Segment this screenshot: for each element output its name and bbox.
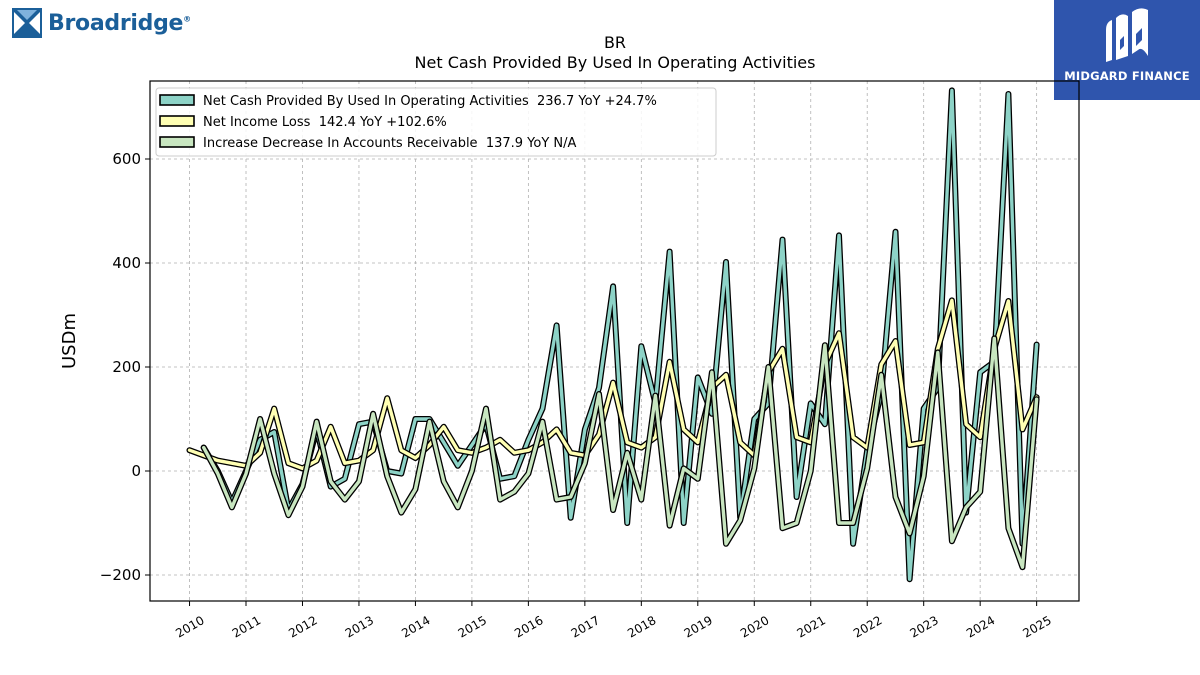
x-tick-label: 2025	[1020, 613, 1053, 640]
series-3	[200, 335, 1040, 571]
chart-subtitle: Net Cash Provided By Used In Operating A…	[415, 53, 816, 72]
series-line	[201, 336, 1039, 569]
chart-title: BR	[604, 33, 626, 52]
y-axis: −200 0 200 400 600	[100, 150, 150, 584]
x-tick-label: 2013	[343, 613, 376, 640]
x-tick-label: 2015	[456, 613, 489, 640]
y-tick-label: −200	[100, 566, 141, 584]
x-axis: 2010 2011 2012 2013 2014 2015 2016 2017 2018 2019…	[173, 601, 1054, 641]
plot-series	[186, 87, 1040, 583]
y-tick-label: 0	[131, 462, 141, 480]
series-1	[200, 87, 1040, 583]
legend-label: Net Cash Provided By Used In Operating A…	[203, 94, 657, 109]
broadridge-logo: Broadridge®	[12, 6, 191, 40]
y-tick-label: 400	[112, 254, 141, 272]
series-line-outline	[200, 87, 1040, 583]
midgard-m-icon	[1106, 8, 1148, 62]
x-tick-label: 2021	[795, 613, 828, 640]
series-line	[201, 88, 1039, 581]
y-tick-label: 200	[112, 358, 141, 376]
plot-frame	[149, 80, 1080, 602]
legend-label: Net Income Loss 142.4 YoY +102.6%	[203, 115, 447, 130]
x-tick-label: 2022	[851, 613, 884, 640]
midgard-finance-logo-text: MIDGARD FINANCE	[1064, 69, 1190, 83]
x-tick-label: 2019	[682, 613, 715, 640]
legend-swatch	[159, 94, 195, 106]
x-tick-label: 2016	[512, 613, 545, 640]
legend-swatch	[159, 136, 195, 148]
legend-label: Increase Decrease In Accounts Receivable…	[203, 136, 577, 151]
midgard-finance-logo: MIDGARD FINANCE	[1054, 0, 1200, 100]
grid	[150, 81, 1079, 601]
x-tick-label: 2018	[625, 613, 658, 640]
x-tick-label: 2020	[738, 613, 771, 640]
broadridge-logo-text: Broadridge®	[48, 10, 191, 36]
legend: Net Cash Provided By Used In Operating A…	[155, 87, 717, 157]
x-tick-label: 2023	[907, 613, 940, 640]
x-tick-label: 2012	[286, 613, 319, 640]
x-tick-label: 2014	[399, 613, 432, 640]
legend-swatch	[159, 115, 195, 127]
x-tick-label: 2024	[964, 613, 997, 640]
y-tick-label: 600	[112, 150, 141, 168]
x-tick-label: 2017	[569, 613, 602, 640]
x-tick-label: 2011	[230, 613, 263, 640]
y-axis-label: USDm	[59, 313, 80, 369]
broadridge-x-icon	[12, 8, 42, 38]
series-2	[186, 297, 1040, 472]
legend-box	[155, 87, 717, 157]
series-line	[187, 298, 1039, 471]
x-tick-label: 2010	[173, 613, 206, 640]
